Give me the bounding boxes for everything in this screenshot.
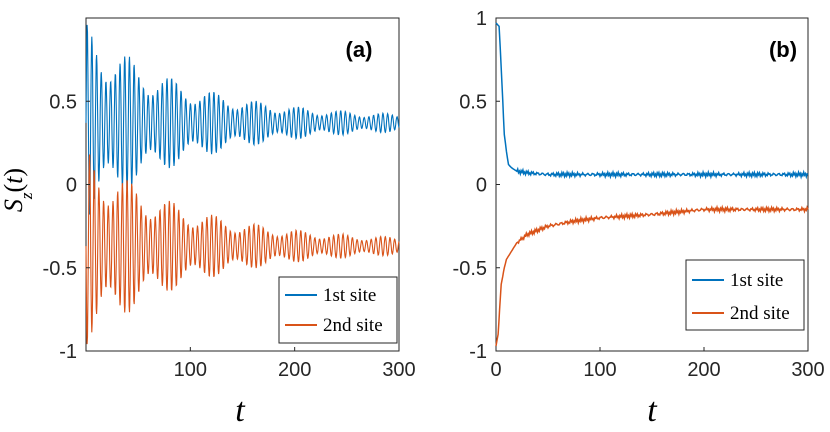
panel-b: 0 100 200 300 -1 -0.5 0 0.5 1 (b) t 1st site 2nd…: [453, 8, 825, 429]
panel-a: 100 200 300 -1 -0.5 0 0.5 (a) t Sz(t) 1st site…: [0, 17, 416, 429]
panel-b-legend-box: [685, 259, 805, 331]
panel-b-legend-label-1st-site: 1st site: [730, 270, 783, 291]
panel-b-ytick-label: -1: [469, 341, 487, 363]
panel-b-legend: 1st site 2nd site: [685, 259, 805, 331]
panel-a-series-line-1st-site: [85, 24, 400, 215]
panel-a-ylabel-sub: z: [17, 192, 36, 200]
panel-b-xtick-label: 300: [791, 359, 824, 381]
panel-a-series-line-2nd-site: [85, 154, 400, 345]
panel-a-xlabel: t: [235, 392, 246, 429]
panel-a-ylabel-t: t: [0, 176, 28, 184]
panel-b-legend-label-2nd-site: 2nd site: [730, 303, 790, 324]
panel-a-ytick-label: -1: [59, 341, 77, 363]
panel-b-label: (b): [769, 37, 797, 62]
panel-b-series-line-2nd-site: [495, 204, 809, 347]
panel-a-legend-box: [278, 276, 398, 344]
panel-b-xlabel: t: [647, 392, 658, 429]
panel-b-ticks: 0 100 200 300 -1 -0.5 0 0.5 1: [453, 8, 825, 381]
panel-a-ylabel-open: (: [0, 184, 28, 193]
panel-a-legend-label-2nd-site: 2nd site: [323, 315, 383, 336]
panel-a-legend: 1st site 2nd site: [278, 276, 398, 344]
panel-a-ylabel-close: ): [0, 168, 28, 177]
panel-a-ytick-label: -0.5: [43, 258, 77, 280]
panel-a-xtick-label: 300: [382, 359, 415, 381]
panel-b-ytick-label: -0.5: [453, 258, 487, 280]
panel-a-ticks: 100 200 300 -1 -0.5 0 0.5: [43, 91, 416, 381]
panel-b-series-line-1st-site: [495, 22, 809, 180]
panel-a-xtick-label: 100: [174, 359, 207, 381]
panel-b-xtick-label: 200: [687, 359, 720, 381]
panel-a-label: (a): [346, 37, 373, 62]
panel-b-xtick-label: 100: [583, 359, 616, 381]
panel-a-legend-label-1st-site: 1st site: [323, 285, 376, 306]
panel-b-ytick-label: 0.5: [459, 91, 487, 113]
panel-b-series: [495, 22, 809, 347]
panel-a-xtick-label: 200: [278, 359, 311, 381]
panel-a-ytick-label: 0: [66, 175, 77, 197]
panel-b-ytick-label: 1: [476, 8, 487, 30]
panel-b-xtick-label: 0: [490, 359, 501, 381]
panel-a-ylabel: Sz(t): [0, 168, 36, 212]
panel-a-series: [85, 24, 400, 345]
panel-b-ytick-label: 0: [476, 175, 487, 197]
panel-a-ytick-label: 0.5: [49, 91, 77, 113]
